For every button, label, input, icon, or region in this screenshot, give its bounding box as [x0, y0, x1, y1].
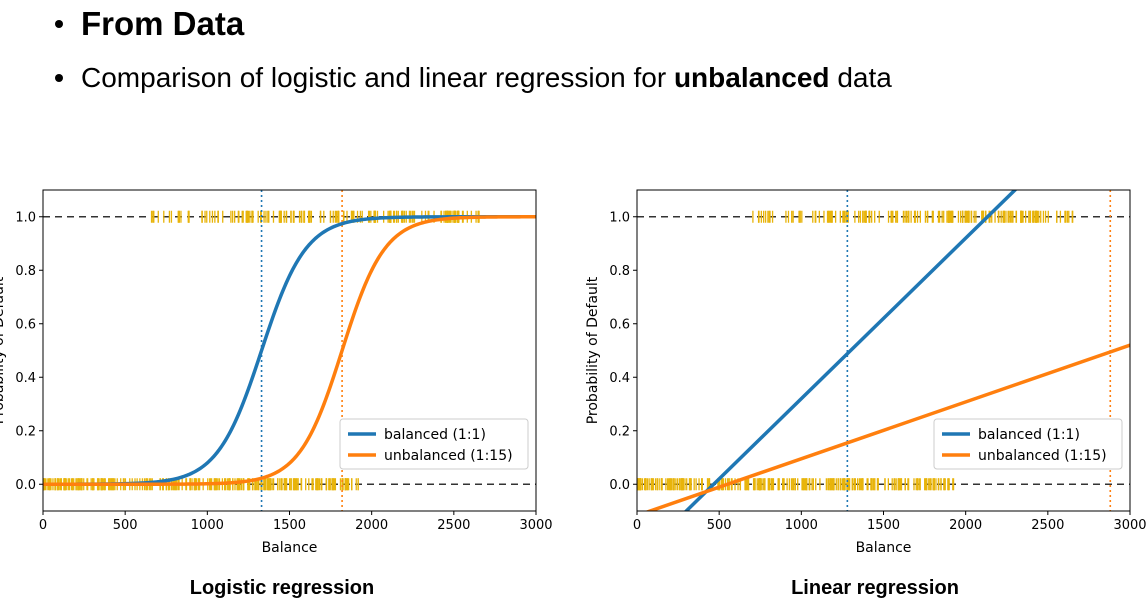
x-tick-label: 1000	[191, 518, 224, 533]
x-tick-label: 3000	[519, 518, 552, 533]
y-tick-label: 0.4	[15, 371, 36, 386]
x-tick-label: 2500	[1031, 518, 1064, 533]
y-tick-label: 0.4	[609, 371, 630, 386]
legend: balanced (1:1) unbalanced (1:15)	[339, 418, 529, 470]
legend-label-unbalanced: unbalanced (1:15)	[384, 448, 513, 464]
legend-label-balanced: balanced (1:1)	[978, 427, 1080, 443]
bullet-dot	[55, 74, 63, 82]
series-line-unbalanced	[644, 343, 1130, 511]
x-tick-label: 0	[633, 518, 641, 533]
legend-box	[339, 418, 529, 470]
x-tick-label: 1000	[785, 518, 818, 533]
series-line-balanced	[683, 190, 1018, 511]
bullet-from-data: From Data	[55, 4, 244, 44]
y-axis-label: Probability of Default	[585, 276, 601, 424]
bullet-comparison-text: Comparison of logistic and linear regres…	[81, 62, 892, 94]
x-tick-label: 2500	[437, 518, 470, 533]
x-tick-label: 500	[113, 518, 138, 533]
x-tick-label: 1500	[273, 518, 306, 533]
logistic-regression-chart: 0 500 1000 1500 2000 2500 3000 0.0 0.2 0.4 0.6 0.8 1…	[0, 189, 553, 556]
bullet-from-data-text: From Data	[81, 5, 245, 42]
bullet-comparison: Comparison of logistic and linear regres…	[55, 60, 892, 96]
legend-label-balanced: balanced (1:1)	[384, 427, 486, 443]
caption-logistic: Logistic regression	[189, 577, 375, 599]
y-tick-label: 0.0	[15, 478, 36, 493]
linear-regression-chart: 0 500 1000 1500 2000 2500 3000 0.0 0.2 0.4 0.6 0.8 1…	[585, 189, 1147, 556]
bullet-text-bold: unbalanced	[673, 62, 830, 93]
y-tick-label: 0.6	[609, 317, 630, 332]
bullet-dot	[55, 20, 63, 28]
x-axis-label: Balance	[262, 540, 318, 556]
y-tick-label: 0.2	[15, 424, 36, 439]
x-tick-label: 0	[39, 518, 47, 533]
x-tick-label: 2000	[355, 518, 388, 533]
plot-area	[43, 190, 536, 511]
y-tick-label: 1.0	[15, 210, 36, 225]
caption-linear: Linear regression	[791, 577, 959, 599]
x-tick-label: 2000	[949, 518, 982, 533]
legend: balanced (1:1) unbalanced (1:15)	[933, 418, 1123, 470]
series-line-unbalanced	[43, 215, 536, 486]
y-tick-label: 0.6	[15, 317, 36, 332]
legend-box	[933, 418, 1123, 470]
y-tick-label: 0.0	[609, 478, 630, 493]
bullet-text-post: data	[829, 62, 892, 93]
y-tick-label: 0.2	[609, 424, 630, 439]
x-tick-label: 500	[707, 518, 732, 533]
x-axis-label: Balance	[856, 540, 912, 556]
y-tick-label: 0.8	[609, 264, 630, 279]
legend-label-unbalanced: unbalanced (1:15)	[978, 448, 1107, 464]
y-tick-label: 1.0	[609, 210, 630, 225]
y-tick-label: 0.8	[15, 264, 36, 279]
x-tick-label: 1500	[867, 518, 900, 533]
bullet-text-pre: Comparison of logistic and linear regres…	[81, 62, 674, 93]
x-tick-label: 3000	[1113, 518, 1146, 533]
y-axis-label: Probability of Default	[0, 276, 7, 424]
plot-area	[637, 190, 1130, 511]
